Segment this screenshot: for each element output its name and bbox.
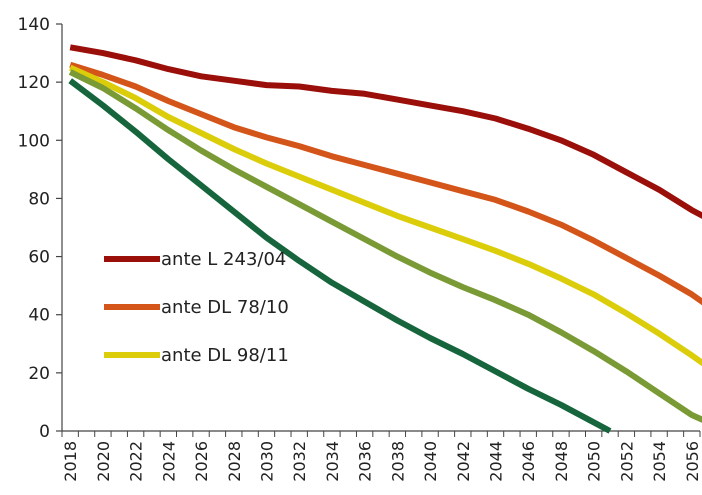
x-tick-label: 2020 (94, 441, 113, 482)
x-tick-label: 2050 (585, 441, 604, 482)
x-tick-label: 2044 (487, 441, 506, 482)
x-tick-label: 2030 (257, 441, 276, 482)
x-tick-label: 2040 (421, 441, 440, 482)
x-tick-label: 2022 (127, 441, 146, 482)
y-tick-label: 40 (28, 306, 50, 326)
series-line-3 (68, 64, 702, 367)
x-tick-label: 2048 (552, 441, 571, 482)
series-line-5 (68, 78, 612, 434)
series-line-4 (68, 69, 702, 423)
x-tick-label: 2052 (617, 441, 636, 482)
series-line-2 (69, 61, 702, 306)
x-tick-label: 2024 (159, 441, 178, 482)
legend: ante L 243/04 ante DL 78/10 ante DL 98/11 (104, 249, 289, 366)
x-tick-label: 2028 (225, 441, 244, 482)
x-tick-label: 2054 (650, 441, 669, 482)
series-lines (68, 44, 702, 434)
y-tick-label: 140 (18, 15, 50, 35)
x-tick-label: 2026 (192, 441, 211, 482)
y-tick-label: 120 (18, 73, 50, 93)
x-tick-label: 2036 (356, 441, 375, 482)
y-tick-label: 80 (28, 189, 50, 209)
y-tick-label: 20 (28, 364, 50, 384)
x-tick-label: 2034 (323, 441, 342, 482)
y-tick-label: 100 (18, 131, 50, 151)
y-tick-label: 0 (39, 422, 50, 442)
legend-label-3: ante DL 98/11 (161, 345, 289, 366)
x-tick-label: 2038 (388, 441, 407, 482)
legend-label-1: ante L 243/04 (161, 249, 286, 270)
series-line-1 (69, 44, 702, 219)
x-tick-label: 2032 (290, 441, 309, 482)
x-tick-label: 2046 (519, 441, 538, 482)
x-tick-label: 2042 (454, 441, 473, 482)
x-tick-label: 2018 (61, 441, 80, 482)
y-tick-label: 60 (28, 248, 50, 268)
x-tick-label: 2056 (683, 441, 702, 482)
legend-label-2: ante DL 78/10 (161, 297, 289, 318)
